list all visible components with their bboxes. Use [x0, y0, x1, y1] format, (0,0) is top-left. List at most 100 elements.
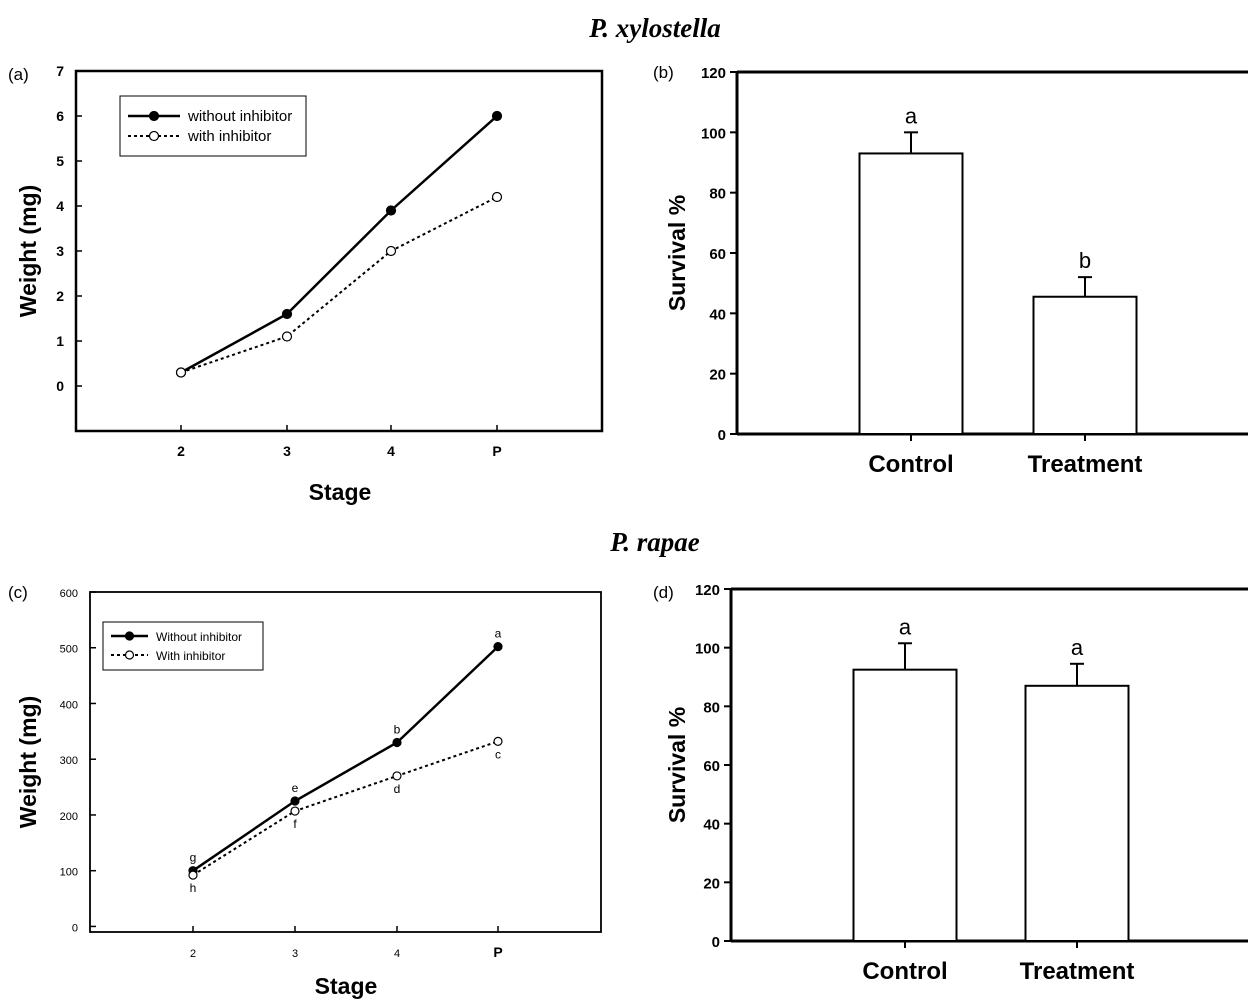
series-without-inhibitor-point — [290, 796, 300, 806]
y-tick-label: 60 — [709, 246, 726, 263]
series-with-inhibitor-point — [491, 191, 503, 203]
panel-d: (d) 0 20 40 60 80 100 120 Survival % a Control a Tre… — [653, 582, 1248, 985]
significance-label: d — [394, 782, 401, 796]
control-bar — [852, 668, 958, 943]
y-tick-label: 7 — [56, 63, 64, 79]
significance-label: e — [292, 781, 299, 795]
y-tick-label: 120 — [695, 582, 720, 599]
panel-label: (c) — [8, 583, 28, 602]
y-tick-label: 6 — [56, 108, 64, 124]
y-tick-label: 80 — [703, 699, 720, 716]
y-tick-label: 60 — [703, 758, 720, 775]
series-with-inhibitor-line — [180, 196, 498, 374]
legend-without-inhibitor-marker — [148, 110, 160, 122]
y-axis-title: Weight (mg) — [15, 696, 41, 828]
series-without-inhibitor-point — [493, 642, 503, 652]
y-tick-label: 0 — [56, 378, 64, 394]
plot-frame — [89, 591, 602, 933]
legend-without-inhibitor-label: without inhibitor — [187, 108, 292, 125]
y-tick-label: 100 — [701, 125, 726, 142]
x-tick-label: 4 — [387, 443, 395, 459]
y-tick-label: 80 — [709, 186, 726, 203]
control-bar — [858, 152, 964, 435]
y-tick-label: 20 — [703, 875, 720, 892]
x-tick-label: 3 — [292, 948, 298, 960]
treatment-significance-label: a — [1071, 635, 1084, 660]
series-without-inhibitor-point — [281, 308, 293, 320]
y-tick-label: 1 — [56, 333, 64, 349]
significance-label: c — [495, 747, 501, 761]
legend-without-inhibitor-marker — [124, 631, 135, 641]
panel-label: (d) — [653, 583, 674, 602]
significance-label: g — [190, 851, 197, 865]
legend-with-inhibitor-marker — [148, 130, 160, 142]
treatment-bar — [1024, 684, 1130, 942]
y-tick-label: 3 — [56, 243, 64, 259]
series-with-inhibitor-point — [493, 736, 503, 746]
series-with-inhibitor-point — [392, 771, 402, 781]
y-tick-label: 0 — [72, 922, 78, 934]
y-tick-label: 300 — [60, 755, 78, 767]
series-without-inhibitor-point — [392, 737, 402, 748]
x-tick-label: 3 — [283, 443, 291, 459]
y-tick-label: 200 — [60, 811, 78, 823]
panel-a: (a) 0 1 2 3 4 5 6 7 2 3 4 P Stage Weight (mg) without i… — [8, 63, 604, 505]
control-significance-label: a — [905, 103, 918, 128]
treatment-bar — [1032, 295, 1138, 435]
y-tick-label: 0 — [718, 427, 726, 444]
y-axis-title: Survival % — [664, 195, 690, 311]
x-axis-title: Stage — [315, 973, 378, 999]
significance-label: h — [190, 881, 197, 895]
x-tick-label: P — [493, 944, 502, 960]
series-with-inhibitor-point — [290, 806, 300, 816]
x-tick-label: 2 — [177, 443, 185, 459]
significance-label: b — [394, 722, 401, 736]
y-tick-label: 5 — [56, 153, 64, 169]
legend-with-inhibitor-marker — [124, 650, 135, 660]
y-tick-label: 40 — [709, 306, 726, 323]
significance-label: a — [495, 627, 502, 641]
x-tick-label: 2 — [190, 948, 196, 960]
series-without-inhibitor-line — [180, 115, 498, 374]
legend-box — [102, 621, 264, 671]
control-significance-label: a — [899, 614, 912, 639]
significance-label: f — [293, 817, 297, 831]
legend-with-inhibitor-label: With inhibitor — [156, 649, 225, 663]
x-tick-label: P — [492, 443, 501, 459]
species-title-bottom: P. rapae — [609, 527, 700, 557]
y-tick-label: 2 — [56, 288, 64, 304]
species-title-top: P. xylostella — [588, 13, 721, 43]
panel-label: (b) — [653, 63, 674, 82]
series-with-inhibitor-point — [175, 367, 187, 378]
series-without-inhibitor-point — [385, 205, 397, 216]
series-without-inhibitor-point — [491, 110, 503, 122]
control-category-label: Control — [868, 451, 953, 478]
y-tick-label: 500 — [60, 644, 78, 656]
panel-label: (a) — [8, 65, 29, 84]
y-tick-label: 40 — [703, 817, 720, 834]
y-axis-title: Weight (mg) — [15, 185, 41, 317]
treatment-category-label: Treatment — [1020, 958, 1135, 985]
series-with-inhibitor-point — [385, 245, 397, 257]
legend-with-inhibitor-label: with inhibitor — [187, 128, 271, 145]
y-tick-label: 0 — [712, 934, 720, 951]
control-category-label: Control — [862, 958, 947, 985]
panel-b: (b) 0 20 40 60 80 100 120 Survival % a Control b Tre… — [653, 63, 1248, 478]
y-tick-label: 4 — [56, 198, 64, 214]
x-tick-label: 4 — [394, 948, 400, 960]
y-tick-label: 100 — [60, 867, 78, 879]
legend-box — [119, 95, 307, 157]
panel-c: (c) 0 100 200 300 400 500 600 2 3 4 P Stage Weight (m… — [8, 583, 602, 999]
x-axis-title: Stage — [309, 479, 372, 505]
legend-without-inhibitor-label: Without inhibitor — [156, 630, 242, 644]
series-with-inhibitor-point — [281, 331, 293, 342]
y-tick-label: 20 — [709, 367, 726, 384]
y-tick-label: 120 — [701, 65, 726, 82]
y-axis-title: Survival % — [664, 707, 690, 823]
y-tick-label: 100 — [695, 641, 720, 658]
series-with-inhibitor-line — [192, 740, 499, 876]
y-tick-label: 400 — [60, 699, 78, 711]
series-without-inhibitor-line — [192, 645, 499, 872]
treatment-category-label: Treatment — [1028, 451, 1143, 478]
